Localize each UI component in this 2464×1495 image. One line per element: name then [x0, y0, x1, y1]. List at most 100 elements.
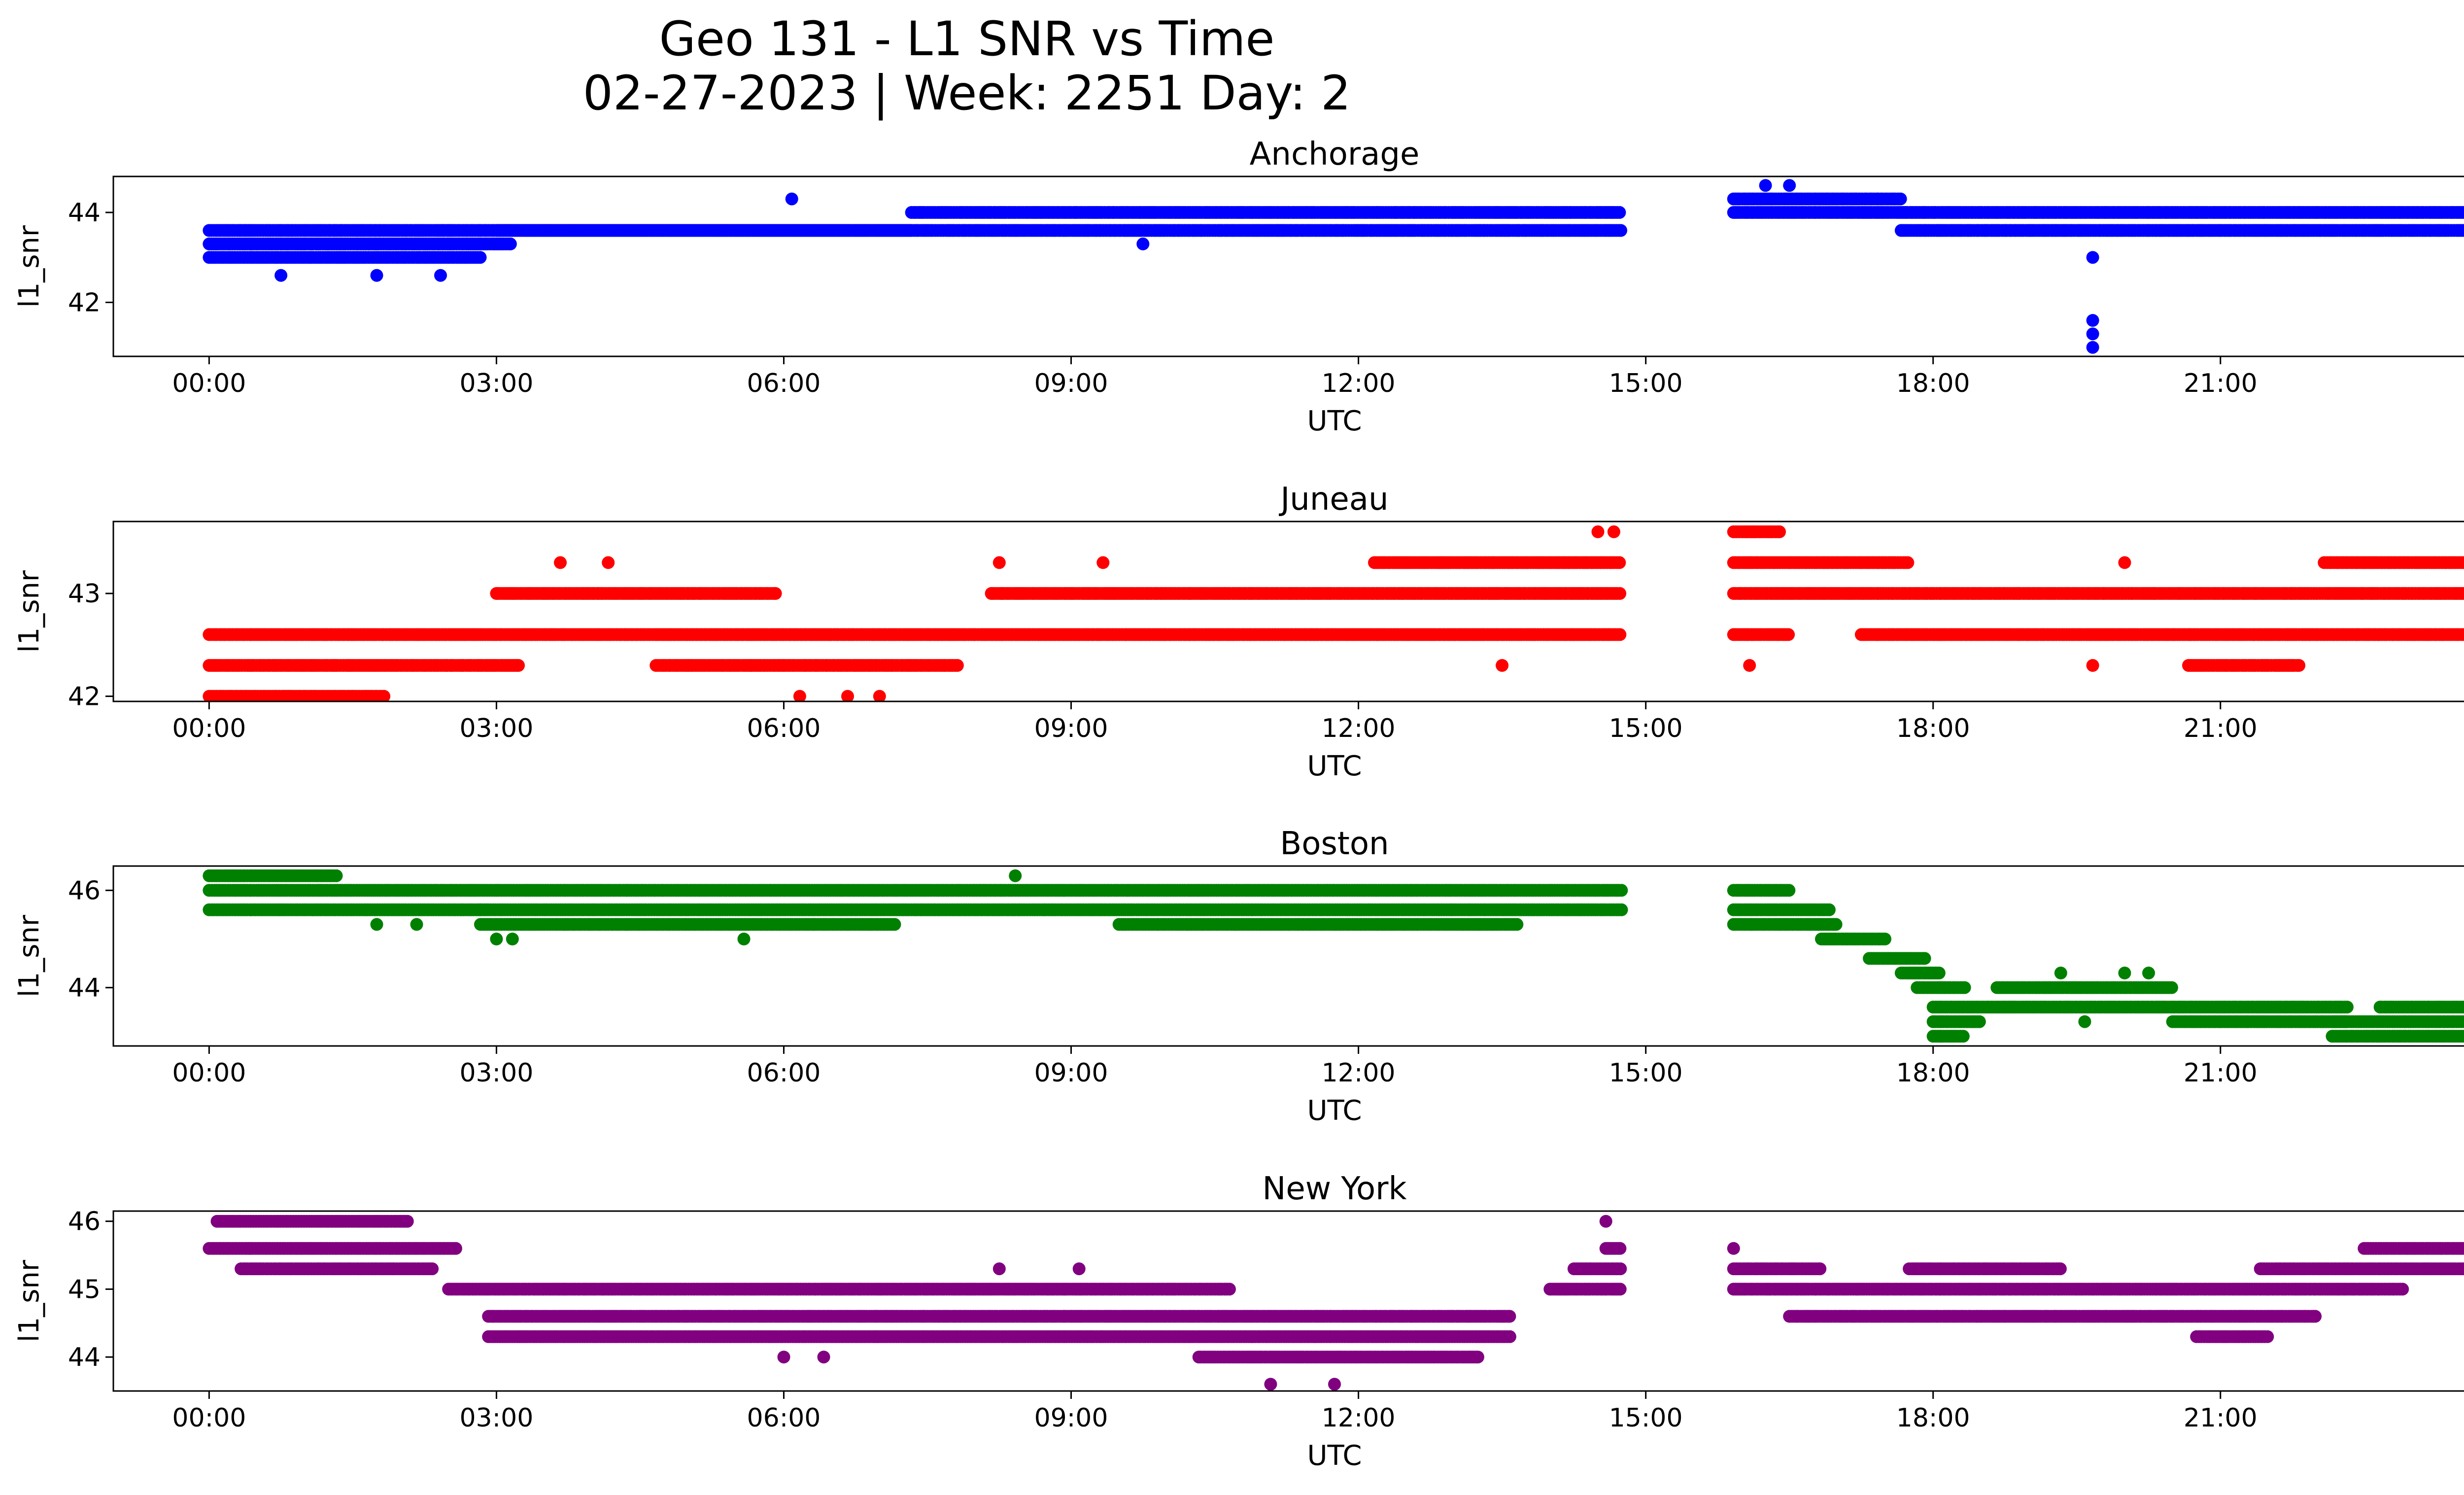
- data-point-outlier: [274, 269, 288, 282]
- x-tick-label: 03:00: [459, 369, 533, 398]
- y-axis-label-anchorage: l1_snr: [13, 225, 45, 308]
- y-axis-label-juneau: l1_snr: [13, 570, 45, 653]
- plot-frame-juneau: [112, 521, 2464, 702]
- x-tick-label: 12:00: [1322, 714, 1396, 743]
- data-point: [2461, 225, 2464, 236]
- data-point-outlier: [2086, 314, 2099, 327]
- data-point: [2460, 628, 2464, 641]
- data-point: [1894, 192, 1907, 206]
- data-point-outlier: [1136, 237, 1150, 250]
- data-point-outlier: [2086, 251, 2099, 264]
- data-point: [1782, 628, 1795, 641]
- x-tick-label: 18:00: [1896, 369, 1970, 398]
- data-point: [1613, 206, 1626, 219]
- data-point: [377, 690, 391, 701]
- x-tick-label: 15:00: [1609, 369, 1683, 398]
- data-point-outlier: [1591, 525, 1605, 538]
- data-point: [2460, 588, 2464, 599]
- data-point: [512, 659, 525, 672]
- x-tick-label: 03:00: [459, 714, 533, 743]
- data-point: [769, 587, 782, 600]
- data-point: [2463, 590, 2464, 597]
- data-point: [2293, 659, 2306, 672]
- series-anchorage: [203, 179, 2464, 354]
- x-tick-label: 06:00: [747, 369, 821, 398]
- data-point-outlier: [1607, 525, 1620, 538]
- data-point-outlier: [2086, 341, 2099, 354]
- x-axis-label-juneau: UTC: [1307, 750, 1362, 782]
- x-axis-label-anchorage: UTC: [1307, 405, 1362, 437]
- band-anchorage-7: [1894, 224, 2464, 237]
- band-juneau-0: [203, 690, 391, 701]
- band-juneau-9: [1727, 556, 1915, 569]
- band-juneau-10: [1727, 525, 1786, 538]
- band-anchorage-6: [1727, 192, 1907, 206]
- y-axis-juneau: 42 43: [68, 579, 113, 712]
- band-juneau-2: [203, 628, 1627, 641]
- band-juneau-6: [1368, 556, 1626, 569]
- x-tick-label: 00:00: [172, 369, 246, 398]
- data-point: [2463, 630, 2464, 638]
- data-point-outlier: [2086, 659, 2099, 672]
- figure-title-line-2: 02-27-2023 | Week: 2251 Day: 2: [583, 66, 1351, 121]
- band-juneau-12: [2182, 659, 2306, 672]
- data-point: [1901, 556, 1915, 569]
- x-tick-label: 06:00: [747, 714, 821, 743]
- data-point: [1613, 628, 1627, 641]
- data-point-outlier: [2118, 556, 2131, 569]
- series-juneau: [203, 525, 2464, 701]
- subplot-title-boston: Boston: [1280, 826, 1389, 862]
- data-point-outlier: [1783, 179, 1796, 192]
- data-point: [1613, 556, 1626, 569]
- subplot-title-anchorage: Anchorage: [1250, 136, 1420, 173]
- figure-title-line-1: Geo 131 - L1 SNR vs Time: [659, 11, 1275, 67]
- band-juneau-13: [2318, 556, 2464, 569]
- band-anchorage-8: [1894, 206, 2464, 219]
- data-point: [2463, 227, 2464, 234]
- data-point-outlier: [1743, 659, 1756, 672]
- band-anchorage-5: [1727, 206, 1906, 219]
- data-point-outlier: [1496, 659, 1509, 672]
- series-boston: [203, 869, 2464, 1043]
- data-point: [1773, 525, 1786, 538]
- y-tick-label: 44: [68, 198, 101, 228]
- data-point-outlier: [370, 269, 383, 282]
- data-point: [330, 869, 343, 882]
- data-point-outlier: [1759, 179, 1772, 192]
- x-tick-label: 21:00: [2184, 369, 2258, 398]
- x-tick-label: 09:00: [1034, 369, 1108, 398]
- x-tick-label: 21:00: [2184, 714, 2258, 743]
- subplot-anchorage: Anchorage 00:00 03:00 06:00 09:00 12:00 15:00 1…: [13, 136, 2464, 437]
- data-point-outlier: [785, 192, 798, 206]
- data-point: [1613, 587, 1627, 600]
- band-juneau-1: [203, 659, 525, 672]
- y-tick-label: 42: [68, 288, 101, 318]
- data-point: [2461, 556, 2464, 568]
- band-anchorage-4: [905, 206, 1626, 219]
- data-point-outlier: [2086, 327, 2099, 341]
- subplots: Anchorage 00:00 03:00 06:00 09:00 12:00 15:00 1…: [13, 136, 2464, 1472]
- data-point: [504, 237, 517, 250]
- data-point-outlier: [1096, 556, 1110, 569]
- band-anchorage-3: [490, 224, 1627, 237]
- data-point: [1614, 224, 1627, 237]
- y-tick-label: 42: [68, 682, 101, 712]
- band-boston-1: [203, 884, 1628, 897]
- data-point: [474, 251, 487, 264]
- x-tick-label: 15:00: [1609, 714, 1683, 743]
- band-anchorage-0: [203, 251, 487, 264]
- data-point-outlier: [554, 556, 567, 569]
- band-anchorage-1: [203, 237, 517, 250]
- y-tick-label: 43: [68, 579, 101, 609]
- data-point-outlier: [841, 690, 854, 701]
- x-tick-label: 12:00: [1322, 369, 1396, 398]
- subplot-title-juneau: Juneau: [1278, 481, 1388, 518]
- data-point-outlier: [992, 556, 1006, 569]
- band-juneau-8: [1727, 587, 2464, 600]
- x-axis-anchorage: 00:00 03:00 06:00 09:00 12:00 15:00 18:00 21:00…: [172, 356, 2258, 398]
- data-point-outlier: [873, 690, 886, 701]
- band-juneau-11: [1854, 628, 2464, 641]
